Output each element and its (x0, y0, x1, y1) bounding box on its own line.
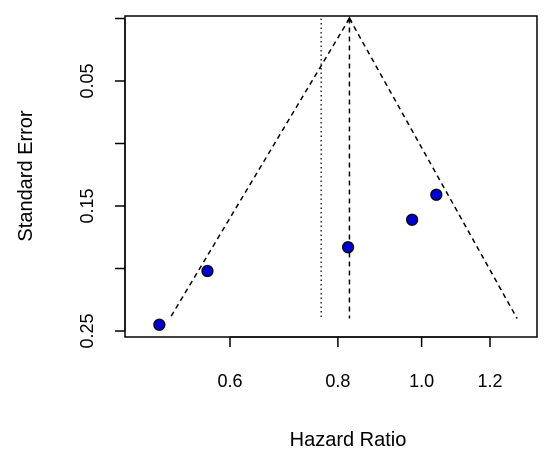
y-axis: 0.05 0.15 0.25 (77, 17, 126, 349)
x-tick-label: 1.2 (477, 371, 502, 391)
x-axis: 0.6 0.8 1.0 1.2 (217, 336, 503, 391)
data-points (153, 188, 443, 331)
x-tick-label: 0.8 (325, 371, 350, 391)
y-tick-label: 0.05 (77, 63, 97, 98)
data-point (430, 188, 443, 201)
y-tick-label: 0.15 (77, 188, 97, 223)
x-axis-title: Hazard Ratio (290, 429, 407, 451)
funnel-right-line (348, 18, 518, 319)
data-point (406, 213, 419, 226)
y-tick-label: 0.25 (77, 313, 97, 348)
funnel-left-line (169, 18, 351, 319)
y-axis-title: Standard Error (15, 110, 37, 242)
data-point (153, 318, 166, 331)
data-point (201, 264, 214, 278)
data-point (341, 241, 355, 254)
x-tick-label: 1.0 (409, 371, 434, 391)
x-tick-label: 0.6 (217, 371, 242, 391)
funnel-lines (169, 16, 518, 319)
funnel-apex-marker (346, 16, 353, 22)
